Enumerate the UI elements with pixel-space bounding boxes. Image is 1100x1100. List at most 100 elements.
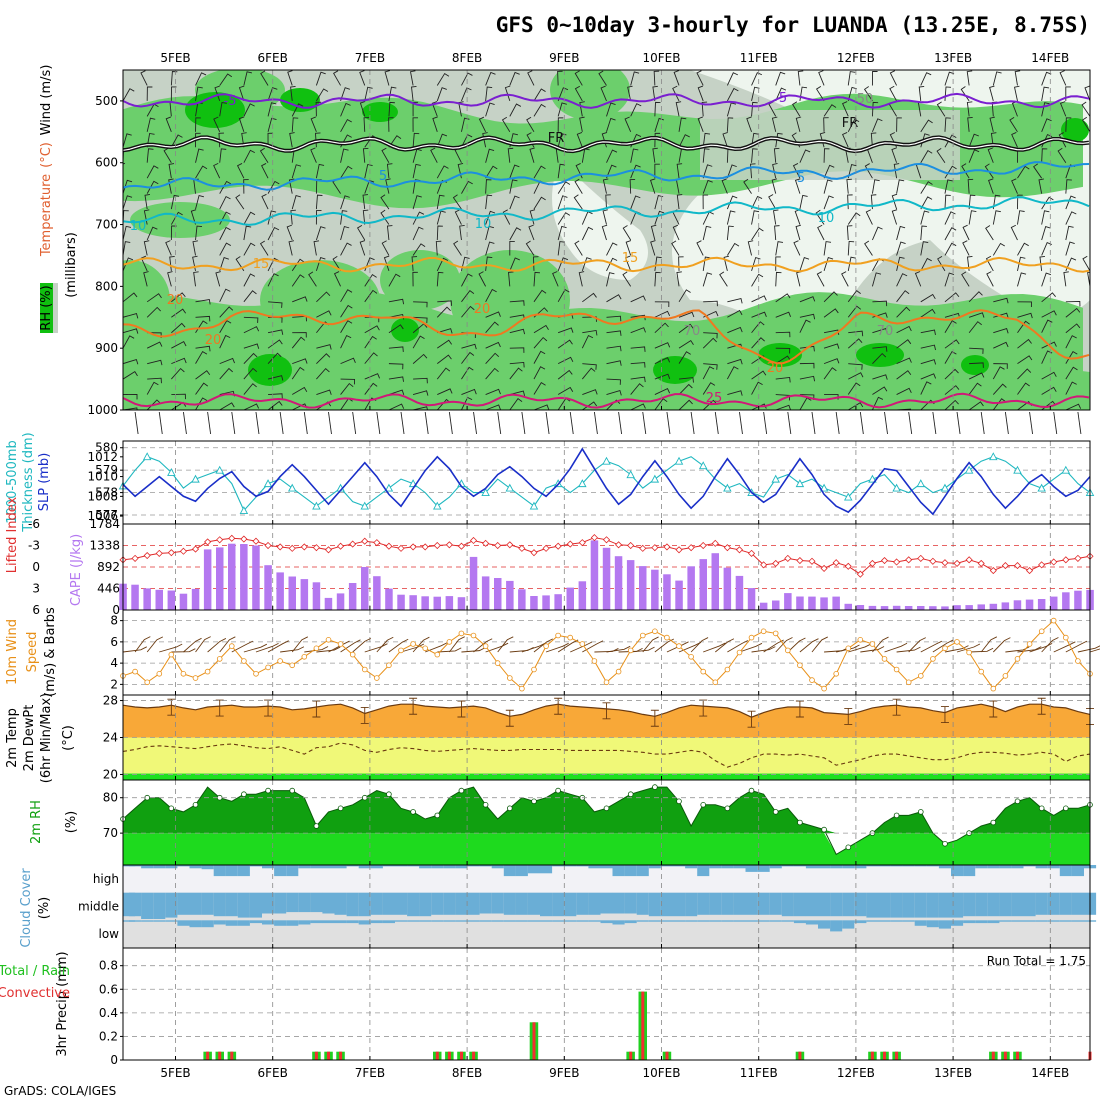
wind-speed-point [724, 666, 731, 673]
wind-barb [195, 165, 208, 179]
rh2m-point [893, 812, 900, 819]
wind-barb [630, 646, 655, 653]
thickness-point [142, 452, 152, 461]
wind-barb [581, 367, 596, 380]
lifted-index-point [820, 564, 828, 572]
wind-barb [969, 362, 984, 368]
wind10m-axis-label: 10m Wind [5, 619, 20, 685]
lifted-index-point [723, 544, 731, 552]
wind-barb [1041, 637, 1059, 653]
wind-barb [889, 70, 898, 86]
lifted-index-point [784, 554, 792, 562]
cape-bar [977, 604, 985, 610]
wind-barb [412, 132, 420, 148]
wind-barb [823, 291, 838, 303]
temp-tick-label: 20 [103, 767, 118, 781]
wind-barb [340, 87, 351, 102]
cloud-bar-low [249, 920, 262, 924]
wind-barb [453, 240, 462, 256]
cloud-bar-low [890, 920, 903, 922]
wind-barb [243, 103, 255, 117]
wind-barb [431, 101, 438, 117]
wind-barb [582, 640, 604, 653]
wind-barb [1004, 411, 1009, 435]
wind-barb [726, 210, 736, 225]
wind-barb [557, 289, 570, 303]
wind-speed-point [216, 656, 223, 662]
wind-barb [630, 103, 642, 117]
wind-barb [359, 70, 366, 86]
wind-speed-point [229, 643, 235, 649]
thickness-point [312, 501, 321, 510]
date-tick-label-bottom: 6FEB [258, 1066, 288, 1080]
wind-speed-point [470, 632, 477, 639]
wind-barb [1041, 226, 1051, 241]
wind-speed-point [386, 662, 392, 669]
thickness-point [360, 501, 370, 510]
wind-barb [1065, 323, 1081, 334]
wind-barb [863, 86, 873, 102]
wind-barb [170, 211, 183, 225]
thickness-point [964, 465, 974, 474]
wind-barb [884, 411, 888, 435]
dewpoint-fill [123, 737, 1090, 774]
cloud-bar-high [129, 865, 142, 867]
cloud-bar-middle [866, 892, 879, 918]
wind-barb [920, 359, 937, 365]
cloud-bar-low [540, 920, 553, 922]
cloud-bar-middle [358, 892, 371, 917]
cape-bar [542, 595, 550, 610]
wind-speed-point [978, 668, 984, 675]
wind-speed-point [446, 639, 453, 645]
wind-barb [968, 312, 985, 318]
wind-barb [509, 361, 525, 368]
wind-barb [260, 70, 269, 86]
cloud-bar-middle [685, 892, 698, 917]
wind-barb [703, 642, 726, 653]
wind-barb [606, 389, 622, 396]
wind-barb [891, 147, 898, 163]
wind-barb [533, 404, 550, 410]
wind-barb [432, 116, 438, 132]
cloud-bar-middle [431, 892, 444, 915]
cloud-bar-high [1023, 865, 1036, 867]
rh2m-tick-label: 80 [103, 791, 118, 805]
contour-label: 5 [379, 169, 387, 184]
wind-barb [654, 322, 669, 334]
lifted-index-point [566, 540, 574, 548]
cloud-bar-middle [951, 892, 964, 918]
cloud-bar-low [382, 920, 395, 924]
wind-barb [303, 411, 308, 435]
wind-barb [872, 352, 887, 364]
cloud-bar-high [1059, 865, 1072, 877]
wind-barb [775, 376, 791, 383]
wind-barb [652, 147, 658, 163]
wind-barb [316, 88, 329, 102]
wind-speed-point [482, 643, 489, 649]
cape-bar [989, 603, 998, 610]
wind-barb [436, 271, 444, 287]
cape-bar [361, 567, 369, 610]
wind-barb [678, 117, 687, 132]
contour-label: 20 [205, 333, 222, 348]
wind-barb [672, 85, 680, 102]
wind-barb [340, 382, 354, 395]
wind-barb [581, 257, 592, 272]
precip-convective-bar [532, 1022, 536, 1060]
cloud-unit-label: (%) [37, 897, 52, 920]
wind-barb [123, 195, 133, 210]
wind-barb [219, 226, 231, 241]
precip-convective-bar [1003, 1051, 1007, 1060]
thickness-point [602, 456, 611, 465]
wind-speed-point [519, 685, 525, 692]
cloud-bar-middle [564, 892, 577, 917]
wind-barb [815, 86, 825, 102]
cloud-bar-low [310, 920, 323, 924]
wind-barb [848, 372, 864, 380]
wind-barb [751, 646, 776, 653]
wind-tick-label: 6 [110, 635, 118, 649]
cloud-bar-high [805, 865, 818, 869]
cloud-bar-middle [201, 892, 214, 915]
wind-barb [261, 163, 269, 179]
wind-barb [751, 273, 764, 287]
